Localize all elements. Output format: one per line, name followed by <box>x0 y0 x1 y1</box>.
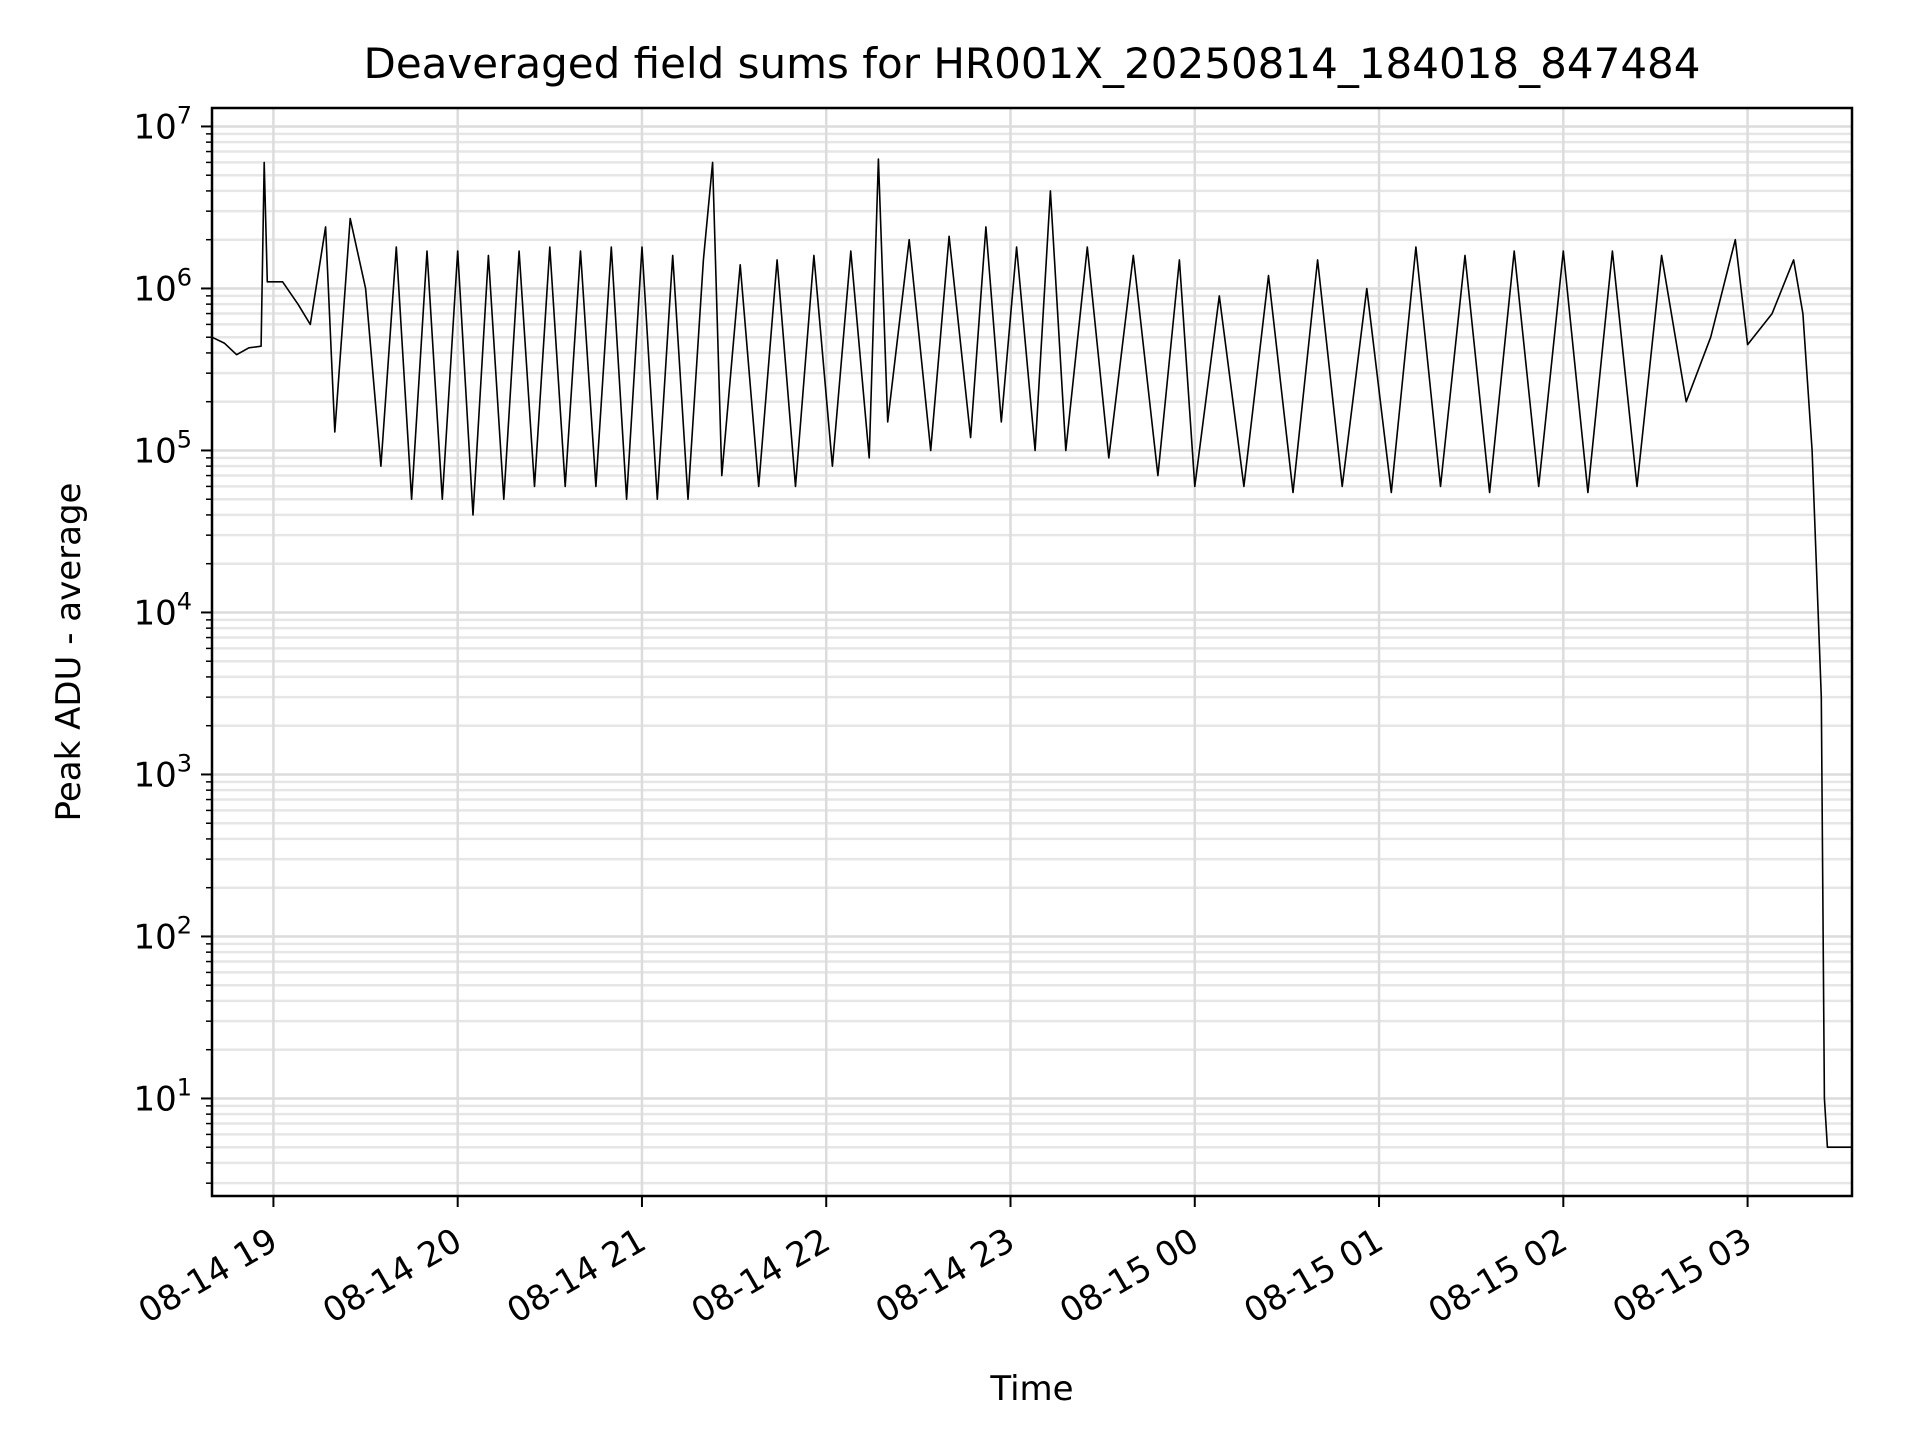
y-axis-label: Peak ADU - average <box>49 483 89 822</box>
y-tick-label: 102 <box>133 911 192 957</box>
y-tick-label-base: 10 <box>133 593 176 633</box>
grid <box>212 108 1852 1196</box>
y-tick-label-base: 10 <box>133 431 176 471</box>
series-line <box>211 158 1852 1148</box>
y-tick-label-base: 10 <box>133 755 176 795</box>
y-tick-label: 107 <box>133 101 192 147</box>
y-tick-label-base: 10 <box>133 1079 176 1119</box>
y-tick-label-exponent: 5 <box>177 425 192 453</box>
y-tick-label-base: 10 <box>133 917 176 957</box>
y-tick-label-exponent: 3 <box>177 749 192 777</box>
y-tick-label: 104 <box>133 587 192 633</box>
y-tick-label-base: 10 <box>133 269 176 309</box>
y-tick-label: 106 <box>133 263 192 309</box>
y-tick-label-exponent: 4 <box>177 587 192 615</box>
y-tick-label: 105 <box>133 425 192 471</box>
x-axis-label: Time <box>989 1369 1073 1409</box>
series-layer <box>211 158 1852 1148</box>
y-tick-label-base: 10 <box>133 107 176 147</box>
y-tick-label: 103 <box>133 749 192 795</box>
y-tick-label-exponent: 1 <box>177 1073 192 1101</box>
y-tick-label-exponent: 2 <box>177 911 192 939</box>
y-tick-label-exponent: 7 <box>177 101 192 129</box>
y-tick-label-exponent: 6 <box>177 263 192 291</box>
chart-title: Deaveraged field sums for HR001X_2025081… <box>364 39 1701 88</box>
y-tick-label: 101 <box>133 1073 192 1119</box>
plot-frame <box>210 106 1854 1198</box>
